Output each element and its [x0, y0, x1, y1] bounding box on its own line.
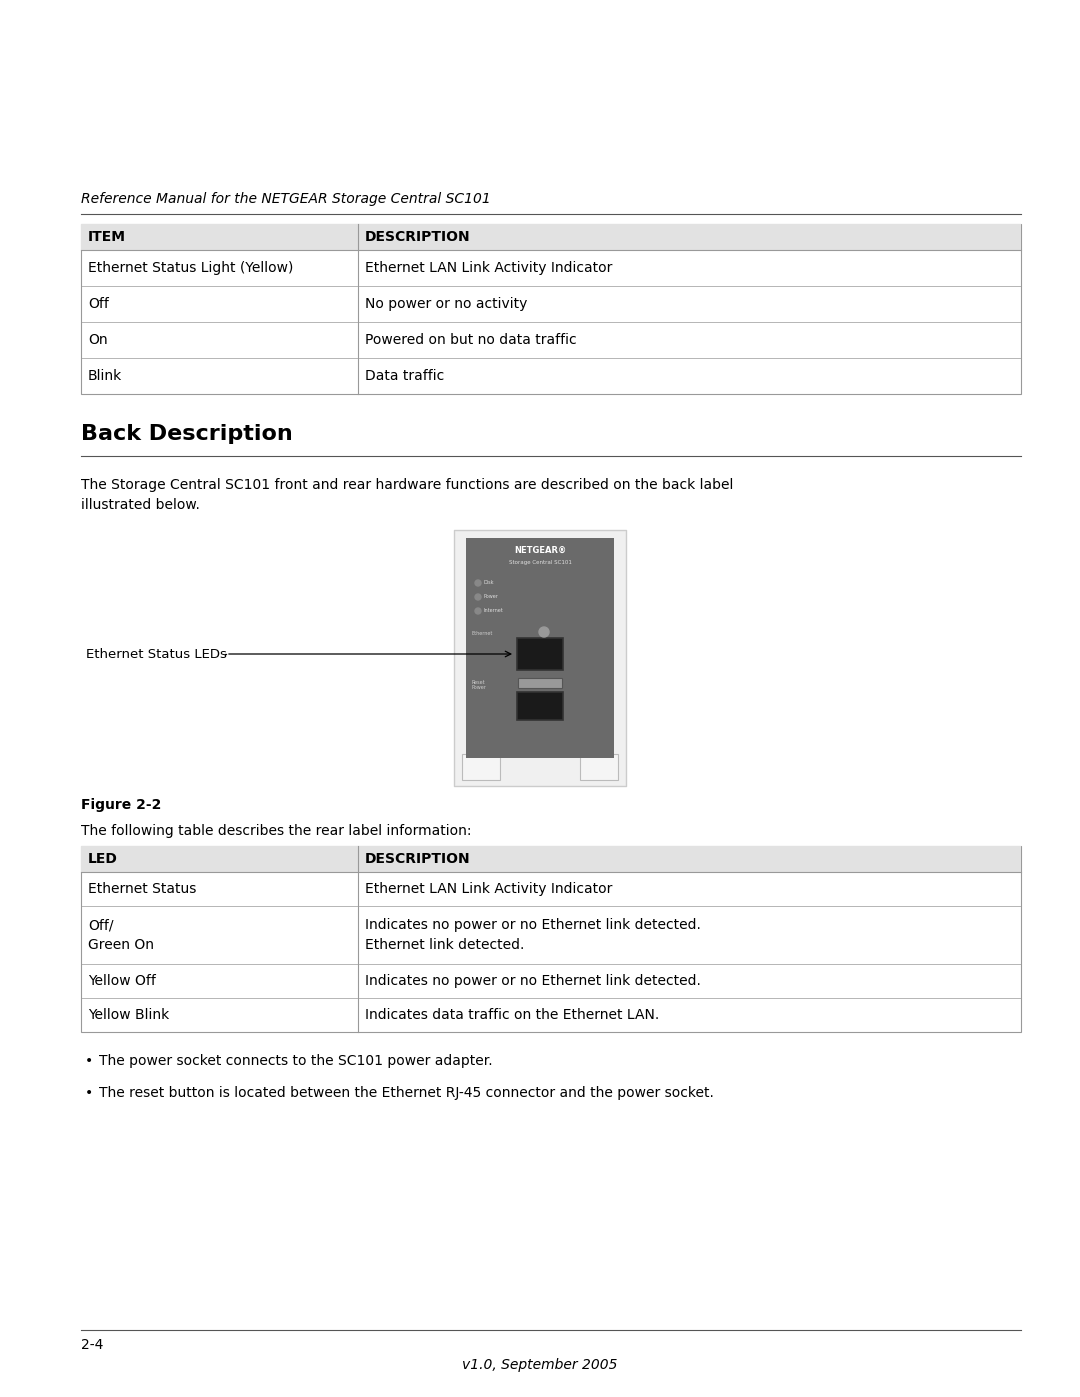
Bar: [462, 754, 500, 780]
Bar: [517, 692, 563, 719]
Text: Power: Power: [471, 685, 486, 690]
Text: The following table describes the rear label information:: The following table describes the rear l…: [81, 824, 472, 838]
Bar: [465, 538, 615, 759]
Circle shape: [475, 594, 481, 599]
Bar: [81, 224, 1021, 250]
Text: Disk: Disk: [484, 581, 495, 585]
Text: Off: Off: [87, 298, 109, 312]
Text: •: •: [85, 1053, 93, 1067]
Text: Yellow Blink: Yellow Blink: [87, 1009, 170, 1023]
Text: On: On: [87, 332, 108, 346]
Text: DESCRIPTION: DESCRIPTION: [365, 231, 471, 244]
Text: ITEM: ITEM: [87, 231, 126, 244]
Text: Power: Power: [484, 595, 499, 599]
Circle shape: [475, 608, 481, 615]
Text: Blink: Blink: [87, 369, 122, 383]
Text: Powered on but no data traffic: Powered on but no data traffic: [365, 332, 577, 346]
Text: •: •: [85, 1085, 93, 1099]
Text: NETGEAR®: NETGEAR®: [514, 546, 566, 555]
Text: illustrated below.: illustrated below.: [81, 497, 200, 511]
Text: Figure 2-2: Figure 2-2: [81, 798, 161, 812]
Circle shape: [475, 580, 481, 585]
Bar: [454, 529, 626, 787]
Text: No power or no activity: No power or no activity: [365, 298, 527, 312]
Text: Ethernet LAN Link Activity Indicator: Ethernet LAN Link Activity Indicator: [365, 261, 612, 275]
Text: Indicates no power or no Ethernet link detected.
Ethernet link detected.: Indicates no power or no Ethernet link d…: [365, 918, 701, 951]
Text: Ethernet: Ethernet: [471, 631, 492, 636]
Text: DESCRIPTION: DESCRIPTION: [365, 852, 471, 866]
Text: The Storage Central SC101 front and rear hardware functions are described on the: The Storage Central SC101 front and rear…: [81, 478, 733, 492]
Text: Indicates no power or no Ethernet link detected.: Indicates no power or no Ethernet link d…: [365, 974, 701, 988]
Bar: [81, 224, 1021, 394]
Text: Reset: Reset: [471, 680, 485, 686]
Text: v1.0, September 2005: v1.0, September 2005: [462, 1358, 618, 1372]
Text: Ethernet Status LEDs: Ethernet Status LEDs: [86, 647, 227, 661]
Text: Internet: Internet: [484, 609, 503, 613]
Bar: [518, 678, 562, 687]
Text: Off/
Green On: Off/ Green On: [87, 918, 154, 951]
Text: Ethernet LAN Link Activity Indicator: Ethernet LAN Link Activity Indicator: [365, 882, 612, 895]
Text: Yellow Off: Yellow Off: [87, 974, 156, 988]
Text: Reference Manual for the NETGEAR Storage Central SC101: Reference Manual for the NETGEAR Storage…: [81, 191, 490, 205]
Text: Ethernet Status Light (Yellow): Ethernet Status Light (Yellow): [87, 261, 294, 275]
Text: 2-4: 2-4: [81, 1338, 104, 1352]
Text: The power socket connects to the SC101 power adapter.: The power socket connects to the SC101 p…: [99, 1053, 492, 1067]
Text: The reset button is located between the Ethernet RJ-45 connector and the power s: The reset button is located between the …: [99, 1085, 714, 1099]
Bar: [81, 847, 1021, 1032]
Bar: [517, 638, 563, 671]
Text: Ethernet Status: Ethernet Status: [87, 882, 197, 895]
Text: Indicates data traffic on the Ethernet LAN.: Indicates data traffic on the Ethernet L…: [365, 1009, 660, 1023]
Bar: [580, 754, 618, 780]
Text: Storage Central SC101: Storage Central SC101: [509, 560, 571, 564]
Text: Data traffic: Data traffic: [365, 369, 445, 383]
Text: LED: LED: [87, 852, 118, 866]
Circle shape: [539, 627, 549, 637]
Bar: [81, 847, 1021, 872]
Text: Back Description: Back Description: [81, 425, 293, 444]
